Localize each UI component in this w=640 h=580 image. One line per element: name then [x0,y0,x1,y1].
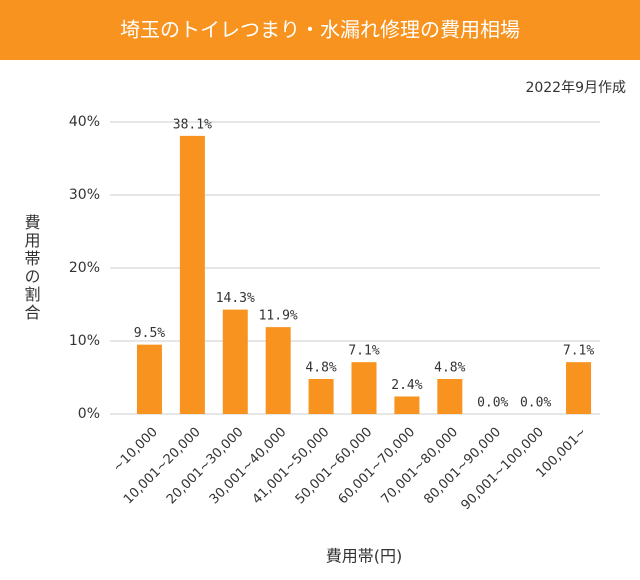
x-tick-label: 80,001~90,000 [421,425,504,508]
value-label: 0.0% [520,396,551,411]
bar [394,396,420,414]
value-label: 0.0% [477,396,508,411]
subtitle: 2022年9月作成 [525,80,626,96]
x-axis-label: 費用帯(円) [326,547,403,566]
y-tick-label: 20% [69,260,100,276]
value-label: 14.3% [216,291,255,306]
y-tick-label: 30% [69,187,100,203]
title-banner [0,0,640,60]
value-label: 4.8% [434,360,465,375]
y-axis-label: 費用帯の割合 [22,214,41,322]
value-label: 2.4% [391,378,422,393]
bar [308,378,334,414]
chart-title: 埼玉のトイレつまり・水漏れ修理の費用相場 [120,18,520,42]
value-label: 11.9% [259,309,298,324]
value-label: 7.1% [348,344,379,359]
value-label: 9.5% [134,326,165,341]
x-tick-label: 30,001~40,000 [207,425,290,508]
x-tick-label: 10,001~20,000 [121,425,204,508]
value-label: 4.8% [305,360,336,375]
bar [136,344,162,414]
value-label: 7.1% [563,344,594,359]
bar [222,309,248,414]
x-tick-label: 70,001~80,000 [378,425,461,508]
x-tick-label: 20,001~30,000 [164,425,247,508]
x-tick-label: 41,001~50,000 [250,425,333,508]
bar [265,327,291,414]
bar [566,362,592,414]
y-tick-label: 40% [69,114,100,130]
y-tick-label: 10% [69,333,100,349]
bar [179,135,205,414]
x-tick-label: 50,001~60,000 [293,425,376,508]
bar [437,378,463,414]
x-tick-label: 60,001~70,000 [336,425,419,508]
value-label: 38.1% [173,117,212,132]
bar [351,362,377,414]
y-tick-label: 0% [78,406,100,422]
